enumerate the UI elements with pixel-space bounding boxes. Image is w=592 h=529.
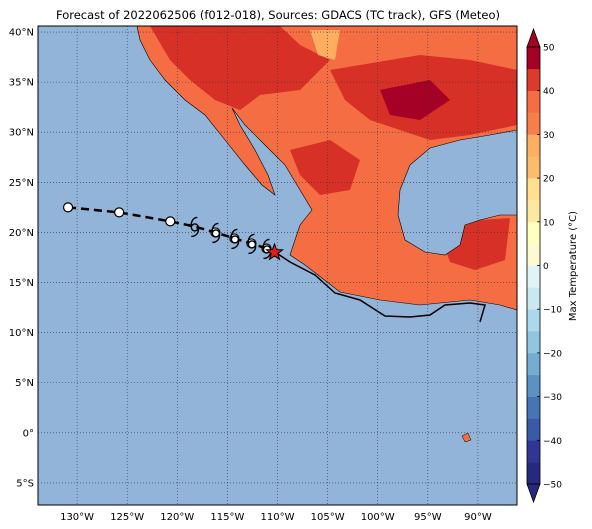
current-position	[265, 242, 284, 261]
y-tick-label: 40°N	[9, 28, 34, 39]
map-frame	[37, 25, 518, 506]
hurricane-symbol	[211, 222, 221, 244]
colorbar-bin	[527, 309, 540, 332]
x-tick-label: 95°W	[414, 512, 442, 523]
colorbar-bin	[527, 47, 540, 70]
colorbar: −50 −40 −30 −20 −10 0 10 20 30 40 50	[526, 27, 562, 504]
x-tick-label: 120°W	[160, 512, 194, 523]
x-tick-label: 110°W	[261, 512, 295, 523]
x-tick-label: 100°W	[361, 512, 395, 523]
y-tick-label: 35°N	[9, 78, 34, 89]
y-tick-label: 25°N	[9, 178, 34, 189]
colorbar-bin	[527, 287, 540, 310]
colorbar-tick-label: −10	[543, 306, 562, 316]
colorbar-tick-label: 10	[543, 218, 555, 228]
colorbar-bin	[527, 418, 540, 441]
colorbar-bin	[527, 440, 540, 463]
colorbar-bin	[527, 68, 540, 91]
x-tick-label: 105°W	[311, 512, 345, 523]
y-tick-label: 20°N	[9, 228, 34, 239]
colorbar-tick-label: 50	[543, 44, 555, 54]
colorbar-tick-label: 40	[543, 87, 555, 97]
colorbar-bin	[527, 90, 540, 113]
colorbar-bin	[527, 156, 540, 179]
colorbar-tick-label: 30	[543, 131, 555, 141]
colorbar-bin	[527, 112, 540, 135]
coast-track-line	[274, 251, 486, 323]
colorbar-bin	[527, 265, 540, 288]
track-point	[62, 202, 74, 213]
colorbar-bin	[527, 243, 540, 266]
colorbar-bin	[527, 396, 540, 419]
track-point	[114, 207, 125, 218]
colorbar-bin	[527, 199, 540, 223]
colorbar-bin	[527, 134, 540, 157]
colorbar-tick-label: 0	[543, 262, 549, 272]
colorbar-tick-label: −40	[543, 437, 562, 447]
colorbar-tick-label: −50	[543, 481, 562, 491]
colorbar-extend-high	[526, 27, 541, 48]
hurricane-symbol	[247, 233, 257, 255]
y-tick-label: 0°	[23, 428, 34, 439]
colorbar-label: Max Temperature (°C)	[568, 211, 579, 321]
hurricane-symbol	[230, 228, 240, 250]
title: Forecast of 2022062506 (f012-018), Sourc…	[56, 8, 500, 22]
y-tick-label: 15°N	[9, 278, 34, 289]
x-tick-label: 90°W	[464, 512, 492, 523]
colorbar-bin	[527, 331, 540, 354]
y-tick-label: 5°N	[15, 378, 34, 389]
y-tick-label: 30°N	[9, 128, 34, 139]
x-tick-label: 115°W	[210, 512, 244, 523]
colorbar-tick-label: 20	[543, 175, 555, 185]
y-tick-label: 10°N	[9, 328, 34, 339]
colorbar-bin	[527, 462, 540, 485]
track	[62, 202, 284, 261]
x-tick-label: 130°W	[60, 512, 94, 523]
colorbar-tick-label: −30	[543, 393, 562, 403]
x-tick-label: 125°W	[110, 512, 144, 523]
colorbar-tick-label: −20	[543, 349, 562, 359]
land	[136, 25, 518, 443]
colorbar-bin	[527, 352, 540, 376]
track-point	[165, 216, 176, 227]
colorbar-extend-low	[526, 483, 541, 504]
grid	[38, 26, 517, 505]
colorbar-bin	[527, 178, 540, 201]
colorbar-bin	[527, 374, 540, 397]
y-tick-label: 5°S	[16, 478, 34, 489]
hurricane-symbol	[190, 216, 200, 238]
colorbar-bin	[527, 221, 540, 244]
